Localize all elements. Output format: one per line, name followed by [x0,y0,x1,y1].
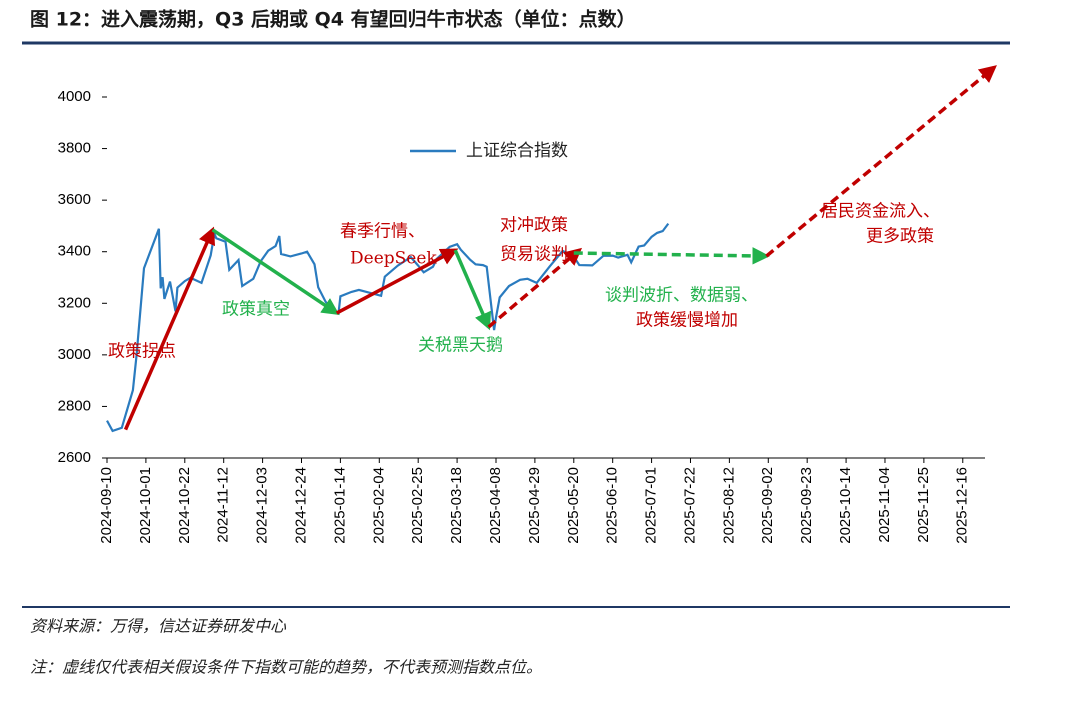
x-tick-label: 2025-04-29 [526,467,543,544]
y-tick-label: 3200 [58,294,91,311]
x-tick-label: 2025-11-25 [915,467,932,543]
x-tick-label: 2024-12-03 [254,467,271,544]
annotation: 更多政策 [866,227,934,247]
x-tick-label: 2025-08-12 [720,467,737,544]
annotation: 贸易谈判 [500,245,568,265]
x-tick-label: 2025-10-14 [837,467,854,544]
x-tick-label: 2024-10-22 [176,467,193,544]
annotation: DeepSeek [350,249,437,269]
y-tick-label: 2800 [58,397,91,414]
chart-title: 图 12：进入震荡期，Q3 后期或 Q4 有望回归牛市状态（单位：点数） [30,8,636,31]
annotation: 关税黑天鹅 [418,336,503,356]
x-tick-label: 2025-11-04 [876,467,893,543]
x-tick-label: 2025-09-23 [798,467,815,544]
source-note: 资料来源：万得，信达证券研发中心 [30,617,287,636]
x-tick-label: 2025-03-18 [448,467,465,544]
annotation: 春季行情、 [340,222,425,242]
trend-arrow [123,226,216,431]
legend-label: 上证综合指数 [466,141,568,161]
x-tick-label: 2025-04-08 [487,467,504,544]
y-tick-label: 3400 [58,243,91,260]
x-tick-label: 2025-09-02 [759,467,776,544]
trend-arrow [335,248,459,315]
annotation: 居民资金流入、 [821,202,940,222]
annotation: 政策真空 [222,300,290,320]
trend-arrow [211,228,340,316]
annotation: 政策拐点 [108,342,176,362]
y-tick-label: 3800 [58,140,91,157]
y-tick-label: 2600 [58,449,91,466]
x-tick-label: 2024-11-12 [215,467,232,543]
y-tick-label: 4000 [58,88,91,105]
x-tick-label: 2025-12-16 [954,467,971,544]
trend-arrow [765,65,997,258]
x-tick-label: 2024-09-10 [98,467,115,544]
annotation: 对冲政策 [500,216,568,236]
x-tick-label: 2025-07-22 [681,467,698,544]
x-tick-label: 2024-12-24 [292,467,309,544]
trend-arrow [573,247,770,265]
y-tick-label: 3600 [58,191,91,208]
annotation: 政策缓慢增加 [636,310,738,331]
x-tick-label: 2025-05-20 [565,467,582,544]
x-tick-label: 2025-02-04 [370,467,387,544]
x-tick-label: 2025-02-25 [409,467,426,544]
trend-arrow [453,249,492,331]
x-tick-label: 2025-01-14 [331,467,348,544]
x-tick-label: 2025-06-10 [604,467,621,544]
footnote: 注：虚线仅代表相关假设条件下指数可能的趋势，不代表预测指数点位。 [30,658,542,677]
x-tick-label: 2024-10-01 [137,467,154,544]
annotation: 谈判波折、数据弱、 [605,286,758,306]
x-tick-label: 2025-07-01 [643,467,660,544]
y-tick-label: 3000 [58,346,91,363]
trend-arrow [487,247,583,329]
